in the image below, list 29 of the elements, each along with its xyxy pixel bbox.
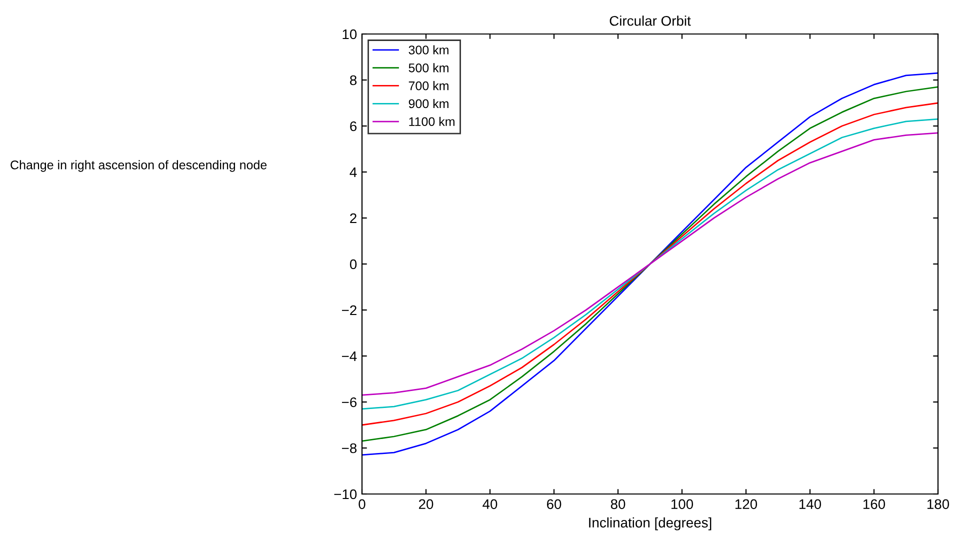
- y-tick-label: −2: [342, 305, 356, 316]
- x-tick-label: 20: [418, 499, 434, 510]
- legend-label: 900 km: [408, 98, 448, 108]
- y-tick-label: −8: [342, 443, 357, 454]
- y-tick-label: −10: [334, 489, 357, 500]
- x-axis-title: Inclination [degrees]: [589, 517, 712, 530]
- y-tick-label: −6: [342, 397, 357, 408]
- y-tick-label: 6: [350, 121, 357, 132]
- x-tick-label: 120: [735, 499, 758, 510]
- chart-title: Circular Orbit: [610, 16, 691, 26]
- x-tick-label: 0: [358, 499, 366, 510]
- x-tick-label: 160: [863, 499, 886, 510]
- x-tick-label: 180: [927, 499, 950, 510]
- legend-label: 700 km: [408, 81, 448, 90]
- x-tick-label: 100: [671, 499, 694, 510]
- legend-label: 1100 km: [409, 116, 454, 126]
- y-tick-label: 2: [350, 213, 356, 224]
- legend-label: 500 km: [408, 63, 448, 72]
- y-tick-label: 10: [342, 29, 357, 40]
- x-tick-label: 40: [482, 499, 498, 510]
- x-tick-label: 80: [610, 499, 626, 510]
- y-tick-label: −4: [342, 351, 357, 362]
- legend-label: 300 km: [408, 45, 448, 54]
- y-tick-label: 8: [350, 75, 357, 86]
- text: Change in right ascension of descending node: [10, 160, 267, 172]
- x-tick-label: 140: [799, 499, 822, 510]
- y-tick-label: 0: [350, 259, 357, 270]
- y-tick-label: 4: [350, 167, 357, 178]
- x-tick-label: 60: [546, 499, 562, 510]
